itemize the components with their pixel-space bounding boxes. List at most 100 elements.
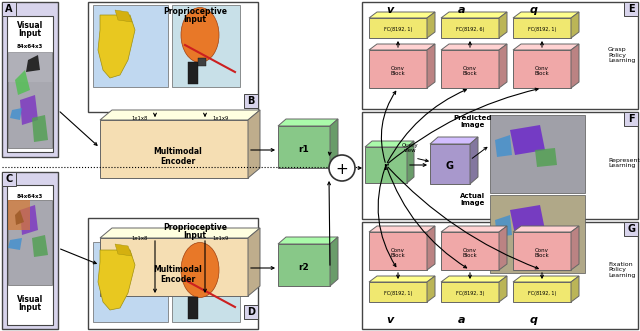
Bar: [369, 50, 427, 88]
Text: r: r: [383, 162, 388, 172]
Bar: [369, 282, 427, 302]
Text: Input: Input: [184, 231, 207, 241]
Text: q: q: [530, 5, 538, 15]
Text: 84x64x3: 84x64x3: [17, 194, 43, 199]
Bar: [513, 282, 571, 302]
Bar: [172, 242, 240, 322]
Text: v: v: [387, 315, 394, 325]
Polygon shape: [499, 276, 507, 302]
Polygon shape: [513, 226, 579, 232]
Polygon shape: [20, 205, 38, 235]
Text: Multimodal: Multimodal: [154, 147, 202, 156]
Bar: [2, 172, 58, 329]
Polygon shape: [535, 148, 557, 167]
Bar: [369, 232, 427, 270]
Text: B: B: [247, 96, 255, 106]
Polygon shape: [427, 44, 435, 88]
Bar: [198, 58, 206, 66]
Text: E: E: [628, 4, 634, 14]
Text: FC(8192, 1): FC(8192, 1): [384, 27, 412, 32]
Polygon shape: [278, 237, 338, 244]
Text: FC(8192, 1): FC(8192, 1): [528, 292, 556, 297]
Polygon shape: [248, 228, 260, 296]
Polygon shape: [571, 44, 579, 88]
Polygon shape: [8, 238, 22, 250]
Polygon shape: [499, 12, 507, 38]
Bar: [430, 144, 470, 184]
Circle shape: [329, 155, 355, 181]
Polygon shape: [100, 110, 260, 120]
Bar: [278, 244, 330, 286]
Bar: [441, 18, 499, 38]
Bar: [188, 62, 198, 84]
Polygon shape: [32, 115, 48, 142]
Polygon shape: [499, 44, 507, 88]
Bar: [93, 5, 168, 87]
Polygon shape: [115, 244, 132, 256]
Polygon shape: [571, 276, 579, 302]
Text: D: D: [247, 307, 255, 317]
Bar: [624, 112, 638, 126]
Text: 1x1x8: 1x1x8: [132, 116, 148, 120]
Polygon shape: [470, 137, 478, 184]
Bar: [513, 50, 571, 88]
Polygon shape: [427, 12, 435, 38]
Text: G: G: [446, 161, 454, 171]
Polygon shape: [407, 141, 414, 183]
Bar: [100, 238, 248, 296]
Text: Visual: Visual: [17, 296, 43, 305]
Polygon shape: [330, 119, 338, 168]
Polygon shape: [15, 210, 24, 225]
Text: FC(8192, 3): FC(8192, 3): [456, 292, 484, 297]
Text: 84x64x3: 84x64x3: [17, 43, 43, 49]
Polygon shape: [26, 55, 40, 72]
Text: r2: r2: [299, 262, 309, 271]
Polygon shape: [98, 15, 135, 78]
Bar: [244, 94, 258, 108]
Text: 1x1x8: 1x1x8: [132, 235, 148, 241]
Bar: [244, 305, 258, 319]
Text: 1x1x9: 1x1x9: [212, 116, 228, 120]
Polygon shape: [330, 237, 338, 286]
Bar: [2, 172, 16, 186]
Polygon shape: [510, 125, 545, 155]
Text: Conv
Block: Conv Block: [390, 248, 405, 259]
Text: Proprioceptive: Proprioceptive: [163, 8, 227, 17]
Bar: [490, 115, 585, 193]
Text: Encoder: Encoder: [161, 274, 196, 283]
Text: FC(8192, 1): FC(8192, 1): [384, 292, 412, 297]
Polygon shape: [513, 12, 579, 18]
Polygon shape: [248, 110, 260, 178]
Bar: [362, 112, 638, 219]
Polygon shape: [115, 10, 132, 22]
Polygon shape: [15, 70, 30, 95]
Bar: [369, 18, 427, 38]
Polygon shape: [441, 12, 507, 18]
Polygon shape: [278, 119, 338, 126]
Polygon shape: [441, 226, 507, 232]
Text: Query
view: Query view: [402, 143, 419, 153]
Bar: [624, 222, 638, 236]
Bar: [441, 232, 499, 270]
Polygon shape: [20, 95, 38, 125]
Bar: [441, 282, 499, 302]
Ellipse shape: [181, 243, 219, 298]
Text: 1x1x9: 1x1x9: [212, 235, 228, 241]
Polygon shape: [513, 276, 579, 282]
Polygon shape: [495, 215, 512, 237]
Text: Input: Input: [184, 16, 207, 24]
Bar: [8, 200, 30, 230]
Polygon shape: [441, 44, 507, 50]
Text: Conv
Block: Conv Block: [534, 66, 549, 76]
Bar: [490, 195, 585, 273]
Polygon shape: [430, 137, 478, 144]
Text: Encoder: Encoder: [161, 157, 196, 166]
Polygon shape: [427, 276, 435, 302]
Bar: [362, 2, 638, 109]
Text: A: A: [5, 4, 13, 14]
Ellipse shape: [181, 8, 219, 63]
Bar: [88, 2, 258, 112]
Text: Actual
Image: Actual Image: [460, 194, 486, 207]
Polygon shape: [98, 250, 135, 310]
Bar: [2, 2, 58, 157]
